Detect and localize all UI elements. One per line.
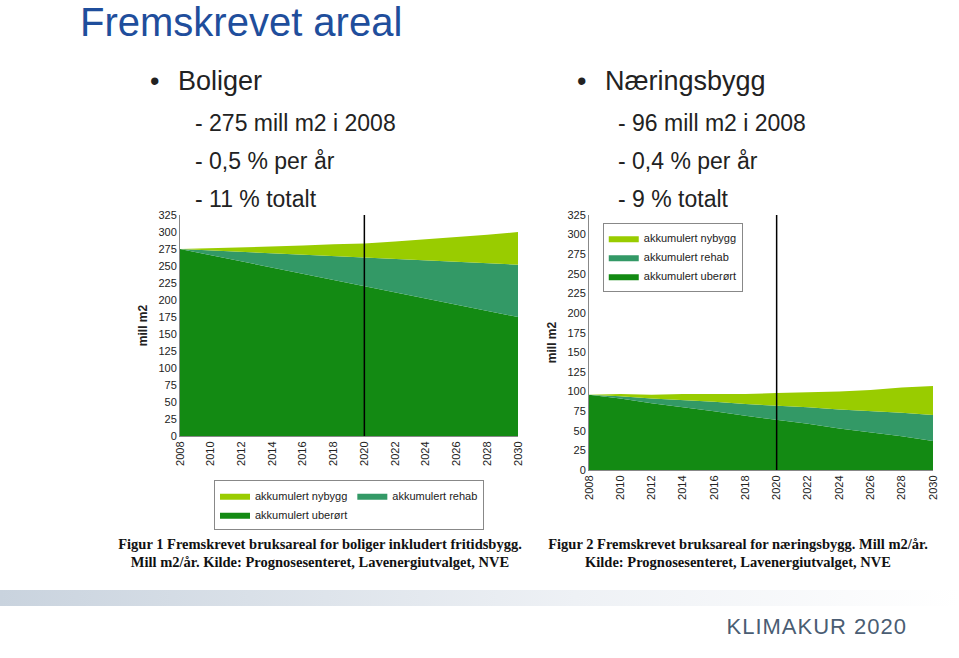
svg-text:2024: 2024 bbox=[419, 441, 431, 465]
svg-text:2030: 2030 bbox=[927, 475, 939, 499]
svg-text:akkumulert rehab: akkumulert rehab bbox=[644, 251, 729, 263]
svg-text:2012: 2012 bbox=[645, 475, 657, 499]
html-text:Boliger: Boliger bbox=[178, 66, 262, 96]
svg-text:300: 300 bbox=[567, 228, 585, 240]
svg-text:275: 275 bbox=[567, 248, 585, 260]
svg-text:175: 175 bbox=[567, 327, 585, 339]
svg-text:325: 325 bbox=[158, 209, 176, 221]
svg-text:akkumulert uberørt: akkumulert uberørt bbox=[255, 509, 347, 521]
svg-text:akkumulert nybygg: akkumulert nybygg bbox=[255, 490, 347, 502]
svg-text:125: 125 bbox=[158, 345, 176, 357]
svg-text:125: 125 bbox=[567, 366, 585, 378]
svg-text:akkumulert rehab: akkumulert rehab bbox=[392, 490, 477, 502]
svg-text:mill m2: mill m2 bbox=[136, 305, 150, 347]
svg-text:2010: 2010 bbox=[204, 441, 216, 465]
html-text:- 96 mill m2 i 2008: - 96 mill m2 i 2008 bbox=[618, 110, 806, 136]
svg-text:150: 150 bbox=[567, 346, 585, 358]
svg-text:2016: 2016 bbox=[708, 475, 720, 499]
svg-text:200: 200 bbox=[567, 307, 585, 319]
svg-text:50: 50 bbox=[165, 396, 177, 408]
svg-text:2026: 2026 bbox=[864, 475, 876, 499]
svg-text:2008: 2008 bbox=[583, 475, 595, 499]
svg-text:2026: 2026 bbox=[450, 441, 462, 465]
svg-text:2020: 2020 bbox=[358, 441, 370, 465]
svg-text:2028: 2028 bbox=[481, 441, 493, 465]
svg-text:50: 50 bbox=[574, 425, 586, 437]
html-text:- 275 mill m2 i 2008: - 275 mill m2 i 2008 bbox=[195, 110, 396, 136]
svg-text:2010: 2010 bbox=[614, 475, 626, 499]
svg-text:2008: 2008 bbox=[174, 441, 186, 465]
svg-text:325: 325 bbox=[567, 209, 585, 221]
html-text:Næringsbygg: Næringsbygg bbox=[605, 66, 766, 96]
svg-text:300: 300 bbox=[158, 226, 176, 238]
svg-text:0: 0 bbox=[171, 430, 177, 442]
svg-text:2018: 2018 bbox=[327, 441, 339, 465]
html-text:KLIMAKUR 2020: KLIMAKUR 2020 bbox=[726, 614, 907, 639]
svg-text:2014: 2014 bbox=[266, 441, 278, 465]
svg-text:akkumulert nybygg: akkumulert nybygg bbox=[644, 232, 736, 244]
svg-text:2024: 2024 bbox=[833, 475, 845, 499]
svg-text:0: 0 bbox=[580, 464, 586, 476]
svg-text:2028: 2028 bbox=[895, 475, 907, 499]
svg-text:275: 275 bbox=[158, 243, 176, 255]
svg-text:2016: 2016 bbox=[296, 441, 308, 465]
svg-text:2014: 2014 bbox=[676, 475, 688, 499]
svg-text:75: 75 bbox=[165, 379, 177, 391]
svg-text:250: 250 bbox=[567, 268, 585, 280]
svg-text:2022: 2022 bbox=[389, 441, 401, 465]
html-text:Figur 2 Fremskrevet bruksareal: Figur 2 Fremskrevet bruksareal for nærin… bbox=[548, 536, 928, 570]
html-text:- 11 % totalt: - 11 % totalt bbox=[195, 186, 316, 212]
svg-text:25: 25 bbox=[574, 444, 586, 456]
svg-text:150: 150 bbox=[158, 328, 176, 340]
html-text:Figur 1 Fremskrevet bruksareal: Figur 1 Fremskrevet bruksareal for bolig… bbox=[118, 536, 522, 570]
svg-text:225: 225 bbox=[567, 287, 585, 299]
svg-text:25: 25 bbox=[165, 413, 177, 425]
svg-text:2018: 2018 bbox=[739, 475, 751, 499]
svg-text:225: 225 bbox=[158, 277, 176, 289]
html-text:Fremskrevet areal: Fremskrevet areal bbox=[80, 0, 403, 44]
svg-text:2020: 2020 bbox=[770, 475, 782, 499]
svg-text:akkumulert uberørt: akkumulert uberørt bbox=[644, 270, 736, 282]
svg-text:100: 100 bbox=[158, 362, 176, 374]
svg-text:2012: 2012 bbox=[235, 441, 247, 465]
svg-text:175: 175 bbox=[158, 311, 176, 323]
html-text:- 9 % totalt: - 9 % totalt bbox=[618, 186, 728, 212]
html-text:- 0,4 % per år: - 0,4 % per år bbox=[618, 148, 758, 174]
svg-text:200: 200 bbox=[158, 294, 176, 306]
svg-text:2022: 2022 bbox=[801, 475, 813, 499]
html-text:- 0,5 % per år: - 0,5 % per år bbox=[195, 148, 335, 174]
svg-text:mill m2: mill m2 bbox=[545, 322, 559, 364]
svg-text:250: 250 bbox=[158, 260, 176, 272]
svg-text:75: 75 bbox=[574, 405, 586, 417]
svg-text:100: 100 bbox=[567, 385, 585, 397]
svg-text:2030: 2030 bbox=[512, 441, 524, 465]
